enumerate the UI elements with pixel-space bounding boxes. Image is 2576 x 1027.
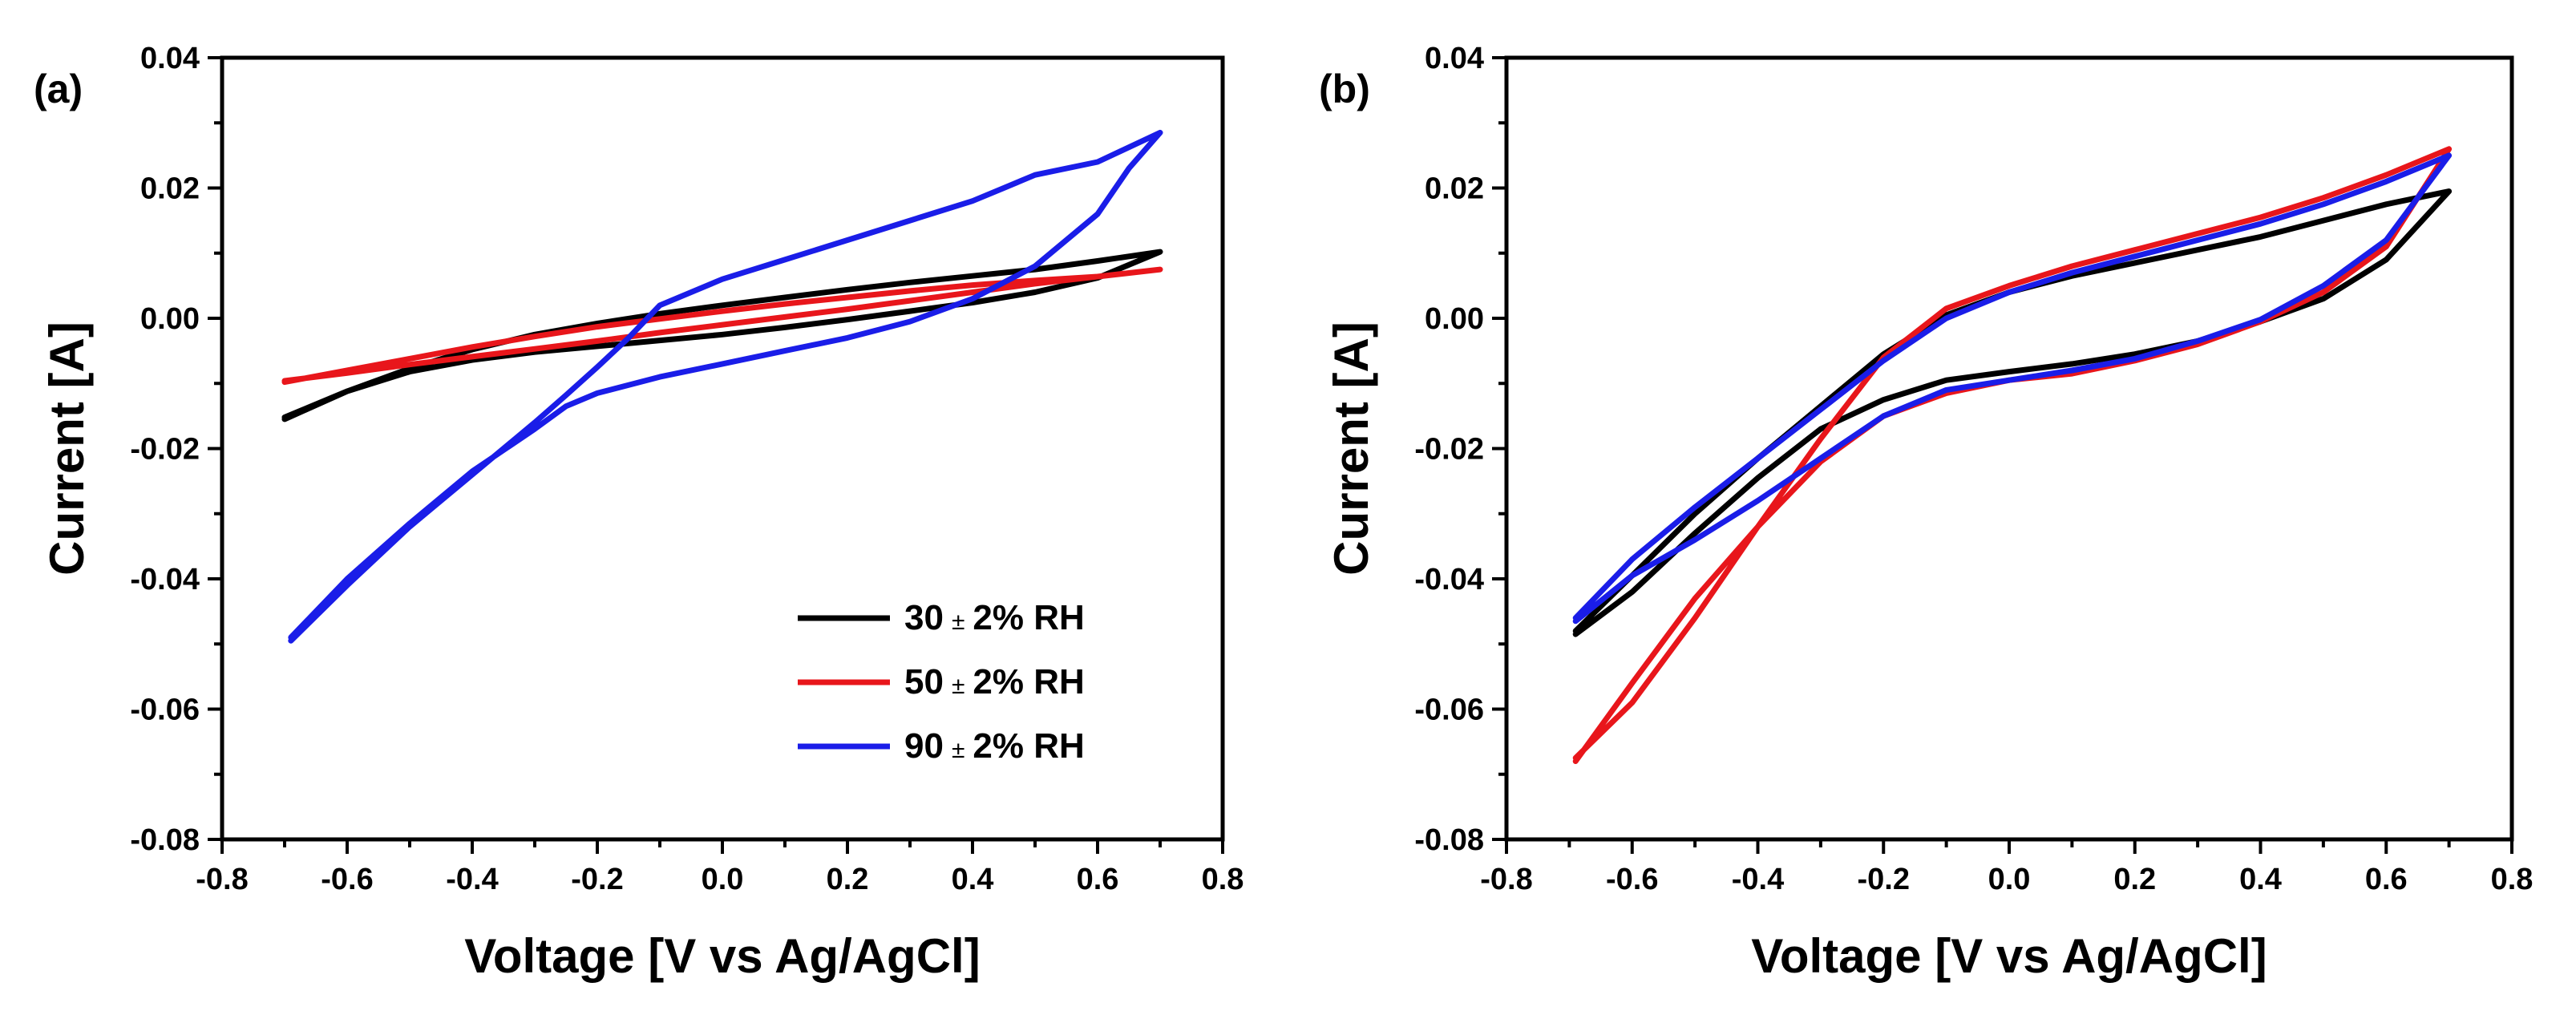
- x-tick-label: -0.8: [196, 863, 248, 896]
- x-tick-label: 0.4: [952, 863, 994, 896]
- x-tick-label: 0.0: [1988, 863, 2031, 896]
- series-line-0: [1572, 188, 2453, 637]
- y-axis-title: Current [A]: [1324, 321, 1378, 576]
- y-tick-label: -0.04: [1414, 563, 1484, 596]
- legend-label: 50 ±2% RH: [904, 662, 1085, 702]
- legend-plus-minus: ±: [952, 673, 964, 699]
- y-tick-label: -0.08: [1414, 823, 1484, 857]
- x-tick-label: 0.8: [2491, 863, 2534, 896]
- x-tick-label: 0.2: [827, 863, 869, 896]
- y-tick-label: 0.00: [140, 302, 200, 336]
- x-axis-title: Voltage [V vs Ag/AgCl]: [464, 929, 980, 983]
- legend-unit: 2% RH: [973, 662, 1084, 702]
- x-tick-label: -0.2: [571, 863, 623, 896]
- x-tick-label: -0.4: [446, 863, 498, 896]
- panel-b: -0.8 -0.6 -0.4 -0.2 0.0 0.2 0.4 0.6 0.8 -0.08 -0.0…: [1319, 42, 2533, 983]
- x-tick-label: -0.8: [1480, 863, 1532, 896]
- series-line-1: [281, 266, 1163, 386]
- y-tick-label: -0.06: [1414, 693, 1484, 727]
- legend-value: 30: [904, 598, 944, 637]
- y-tick-label: -0.04: [130, 563, 200, 596]
- y-tick-label: 0.02: [1425, 172, 1484, 206]
- y-tick-label: -0.08: [130, 823, 200, 857]
- series-line-2: [288, 129, 1163, 644]
- series-line-2: [1572, 152, 2453, 625]
- y-tick-label: -0.06: [130, 693, 200, 727]
- legend-unit: 2% RH: [973, 726, 1084, 766]
- panel-label: (b): [1319, 67, 1370, 111]
- x-tick-label: 0.2: [2113, 863, 2156, 896]
- y-tick-label: -0.02: [1414, 433, 1484, 467]
- panel-label: (a): [34, 67, 83, 111]
- legend-unit: 2% RH: [973, 598, 1084, 637]
- panel-a: -0.8 -0.6 -0.4 -0.2 0.0 0.2 0.4 0.6 0.8 -0.08 -0.0…: [34, 42, 1244, 983]
- y-tick-label: 0.00: [1425, 302, 1484, 336]
- legend-value: 50: [904, 662, 944, 702]
- x-tick-label: 0.8: [1202, 863, 1244, 896]
- x-axis-title: Voltage [V vs Ag/AgCl]: [1751, 929, 2267, 983]
- x-tick-label: 0.4: [2239, 863, 2282, 896]
- x-tick-label: 0.6: [2365, 863, 2408, 896]
- legend-label: 30 ±2% RH: [904, 598, 1085, 637]
- x-tick-label: 0.6: [1077, 863, 1119, 896]
- x-tick-label: -0.6: [321, 863, 373, 896]
- x-tick-label: -0.6: [1606, 863, 1658, 896]
- x-tick-label: 0.0: [702, 863, 744, 896]
- legend: 30 ±2% RH 50 ±2% RH 90 ±2% RH: [798, 598, 1085, 766]
- legend-plus-minus: ±: [952, 737, 964, 763]
- y-tick-label: 0.02: [140, 172, 200, 206]
- y-tick-label: 0.04: [1425, 42, 1484, 75]
- y-axis-title: Current [A]: [40, 321, 94, 576]
- x-tick-label: -0.4: [1732, 863, 1784, 896]
- legend-label: 90 ±2% RH: [904, 726, 1085, 766]
- x-tick-label: -0.2: [1858, 863, 1910, 896]
- legend-value: 90: [904, 726, 944, 766]
- y-tick-label: -0.02: [130, 433, 200, 467]
- y-tick-label: 0.04: [140, 42, 200, 75]
- legend-plus-minus: ±: [952, 609, 964, 635]
